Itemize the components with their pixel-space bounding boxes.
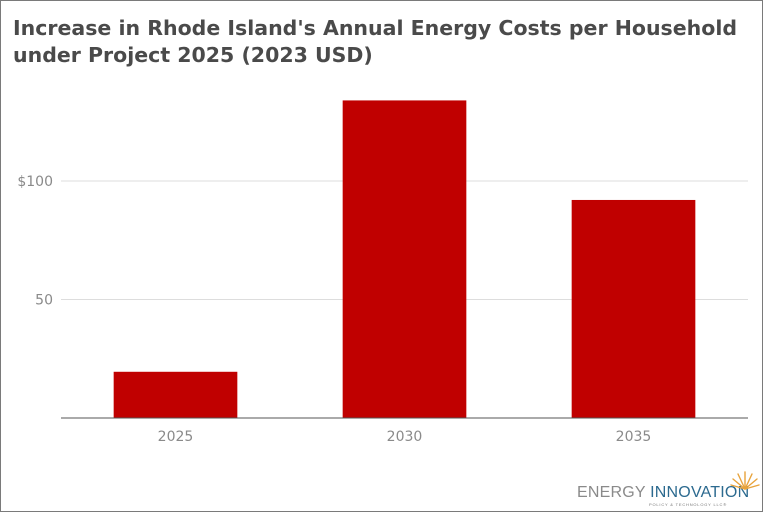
logo-word-innovation: INNOVATION bbox=[650, 484, 750, 501]
x-tick-labels: 2025 2030 2035 bbox=[158, 429, 652, 445]
x-tick-label: 2030 bbox=[387, 429, 423, 445]
logo-word-energy: ENERGY bbox=[577, 484, 646, 501]
x-tick-label: 2035 bbox=[616, 429, 652, 445]
y-tick-label: $100 bbox=[17, 174, 53, 190]
chart-title: Increase in Rhode Island's Annual Energy… bbox=[13, 16, 738, 67]
bar-2030 bbox=[342, 100, 467, 419]
bar-chart: 50 $100 2025 2030 2035 bbox=[17, 100, 748, 445]
energy-innovation-logo: ENERGY INNOVATION POLICY & TECHNOLOGY LL… bbox=[577, 471, 762, 511]
bar-2025 bbox=[113, 371, 238, 418]
bars bbox=[113, 100, 696, 419]
bar-2035 bbox=[571, 199, 696, 418]
logo-tagline: POLICY & TECHNOLOGY LLC® bbox=[649, 502, 727, 507]
y-tick-label: 50 bbox=[35, 293, 53, 309]
y-tick-labels: 50 $100 bbox=[17, 174, 53, 309]
x-tick-label: 2025 bbox=[158, 429, 194, 445]
sunburst-icon bbox=[730, 471, 760, 490]
